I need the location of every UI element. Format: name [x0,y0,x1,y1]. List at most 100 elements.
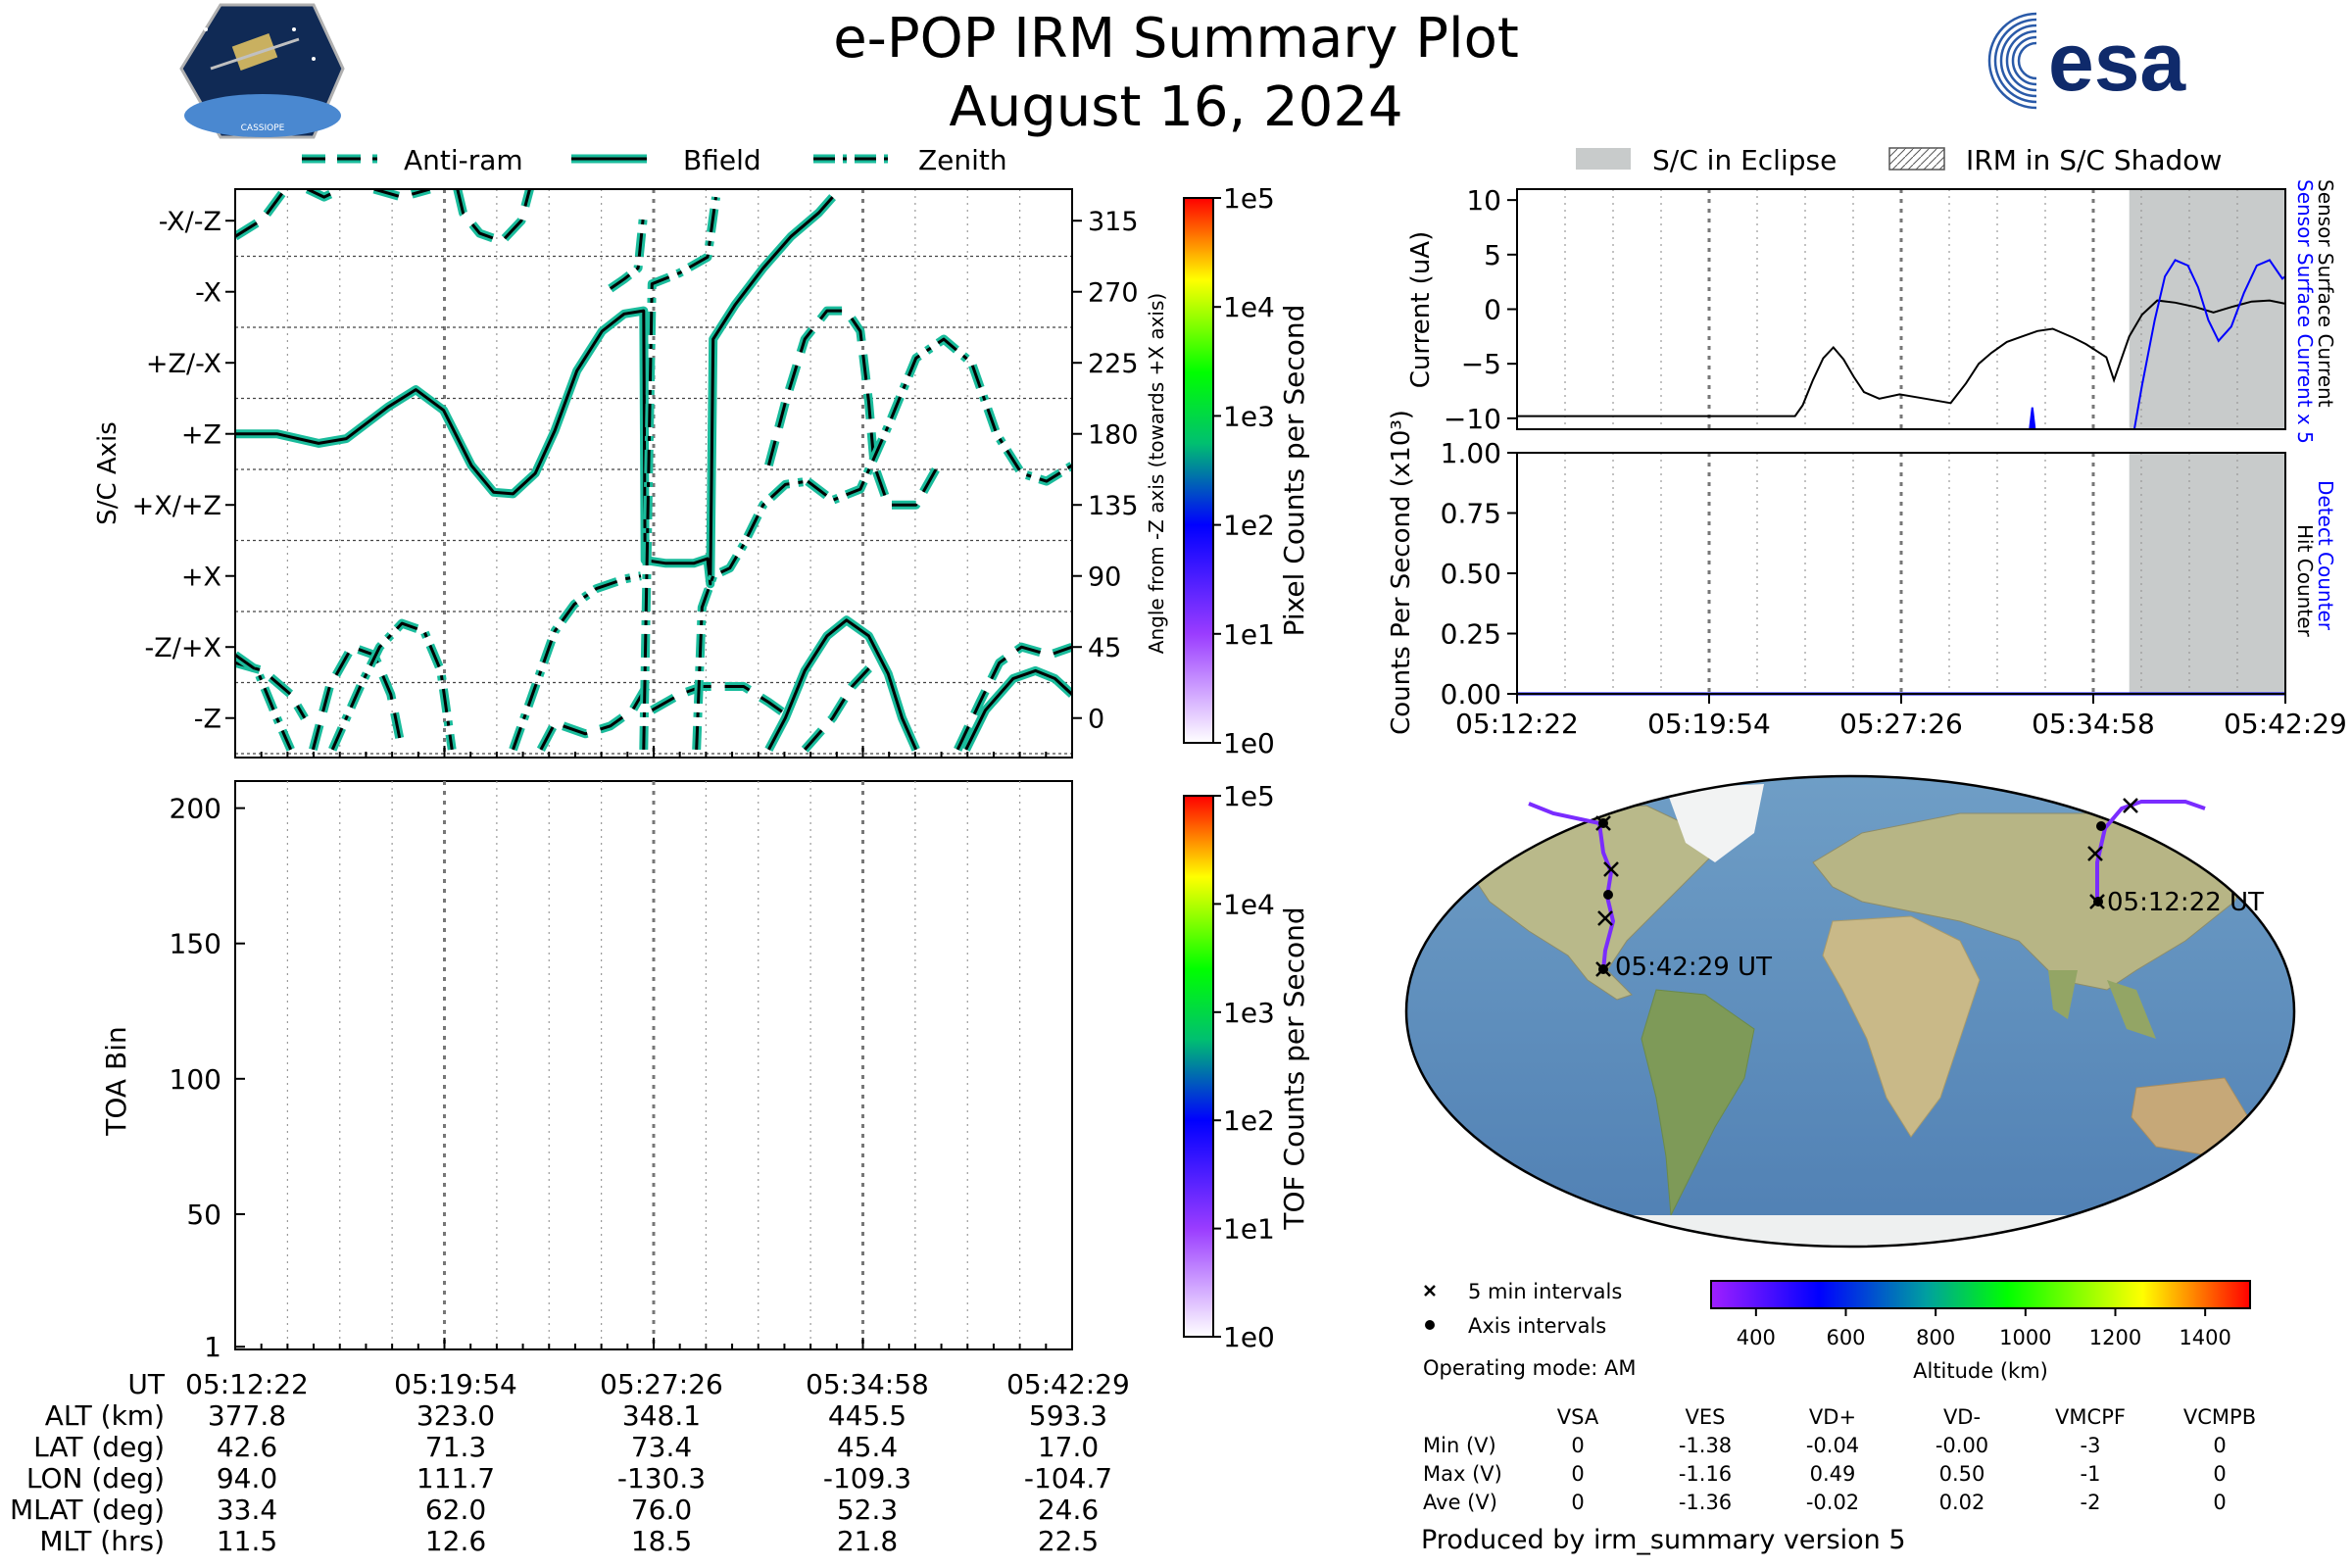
world-map: 05:12:22 UT 05:42:29 UT [1404,774,2296,1249]
colorbar-tick-label: 1e0 [1223,1321,1275,1353]
ephemeris-cell: 22.5 [1038,1525,1099,1557]
ephemeris-cell: 24.6 [1038,1494,1099,1526]
ephemeris-cell: 593.3 [1029,1399,1107,1432]
ytick-label: −5 [1461,348,1501,380]
ephemeris-cell: 11.5 [217,1525,277,1557]
ephemeris-cell: 52.3 [837,1494,898,1526]
ephemeris-row-label: LON (deg) [26,1462,165,1494]
orbit-start-label: 05:12:22 UT [2107,888,2264,917]
xtick-label: 05:19:54 [1647,708,1771,740]
voltage-header: VD+ [1809,1405,1856,1429]
ytick-left-label: -Z [194,705,221,735]
eclipse-region-current [2129,189,2285,429]
ephemeris-row-label: MLT (hrs) [39,1525,165,1557]
ytick-left-label: -Z/+X [145,633,221,663]
legend-shadow: IRM in S/C Shadow [1966,144,2222,176]
colorbar-tick-label: 1e4 [1223,291,1275,323]
series-line [804,662,876,751]
series-line [235,196,834,586]
series-anti-ram [650,682,794,722]
ytick-right-label: 135 [1088,491,1139,521]
ephemeris-table: UT 05:12:22 05:19:54 05:27:26 05:34:58 05:42:… [10,1368,1130,1557]
series-anti-ram [453,189,534,246]
attitude-panel: -X/-Z -X +Z/-X +Z +X/+Z +X -Z/+X -Z 315 270 225 180… [93,188,1168,759]
ephemeris-cell: 73.4 [631,1431,692,1463]
colorbar-tick-label: 1e2 [1223,510,1275,542]
axis-markers [1598,818,2106,974]
voltage-header: VD- [1943,1405,1981,1429]
colorbar-tick-label: 1e4 [1223,888,1275,920]
series-zenith [608,212,649,293]
series-anti-ram [305,189,343,202]
series-anti-ram [309,642,407,752]
colorbar-tick-label: 1e5 [1223,182,1275,215]
legend-zenith: Zenith [918,144,1007,176]
xtick-label: 05:42:29 [2224,708,2347,740]
ytick-label: 150 [170,928,221,960]
figure-date: August 16, 2024 [949,75,1402,139]
altitude-colorbar: 400 600 800 1000 1200 1400 Altitude (km) [1710,1280,2251,1383]
eclipse-legend: S/C in Eclipse IRM in S/C Shadow [1576,144,2222,176]
colorbar-tick-label: 1e3 [1223,997,1275,1029]
ephemeris-cell: 05:34:58 [806,1368,929,1400]
series-line [235,189,287,238]
voltage-header: VSA [1557,1405,1599,1429]
ytick-label: 0.25 [1441,618,1501,651]
series-zenith [639,196,720,750]
current-right-label-blue: Sensor Surface Current x 5 [2293,179,2317,444]
series-line [539,716,560,751]
ephemeris-cell: 17.0 [1038,1431,1099,1463]
xtick-label: 05:27:26 [1839,708,1963,740]
voltage-cell: -0.04 [1806,1434,1859,1457]
land-greenland [1666,784,1764,862]
land-antarctica [1406,1215,2294,1247]
series-line [695,479,808,750]
orbit-end-label: 05:42:29 UT [1615,953,1772,982]
voltage-cell: -3 [2081,1434,2101,1457]
ytick-left-label: -X/-Z [159,207,221,237]
series-line [609,213,646,290]
ytick-right-label: 315 [1088,207,1139,237]
attitude-legend: Anti-ram Bfield Zenith [302,144,1007,176]
interval-markers [1595,798,2138,977]
colorbar-tick-label: 1e0 [1223,727,1275,760]
altitude-colorbar-label: Altitude (km) [1913,1359,2048,1383]
series-bfield [764,615,920,753]
ephemeris-cell: 111.7 [416,1462,495,1494]
series-line [512,574,642,751]
ytick-label: 5 [1484,239,1501,271]
series-line [307,189,342,199]
voltage-cell: 0 [2213,1491,2226,1514]
ytick-right-label: 90 [1088,563,1121,593]
ytick-label: 0.75 [1441,498,1501,530]
ephemeris-cell: 05:12:22 [185,1368,309,1400]
series-line [956,645,1072,751]
voltage-cell: 0 [1571,1462,1584,1486]
series-anti-ram [562,684,651,739]
ephemeris-cell: 71.3 [425,1431,486,1463]
ytick-left-label: +X [181,563,221,593]
attitude-ylabel-right: Angle from -Z axis (towards +X axis) [1145,293,1168,654]
voltage-cell: -1 [2081,1462,2101,1486]
voltage-cell: 0 [1571,1491,1584,1514]
voltage-cell: -1.36 [1679,1491,1732,1514]
colorbar-tick-label: 600 [1826,1326,1865,1349]
colorbar-tick-label: 1400 [2179,1326,2230,1349]
ephemeris-cell: 62.0 [425,1494,486,1526]
series-line [330,621,454,751]
ytick-label: 10 [1466,184,1501,217]
ephemeris-cell: 05:42:29 [1006,1368,1130,1400]
voltage-header: VES [1686,1405,1726,1429]
ephemeris-row-label: UT [127,1368,165,1400]
colorbar-tick-label: 400 [1737,1326,1776,1349]
ytick-left-label: -X [195,278,221,309]
ephemeris-cell: 76.0 [631,1494,692,1526]
counts-ylabel: Counts Per Second (x10³) [1387,410,1416,735]
series-bfield [961,665,1072,752]
land-africa [1822,915,1981,1138]
legend-5min: 5 min intervals [1468,1280,1622,1303]
colorbar-tick-label: 800 [1916,1326,1955,1349]
series-anti-ram [235,189,289,241]
voltage-cell: 0 [2213,1434,2226,1457]
